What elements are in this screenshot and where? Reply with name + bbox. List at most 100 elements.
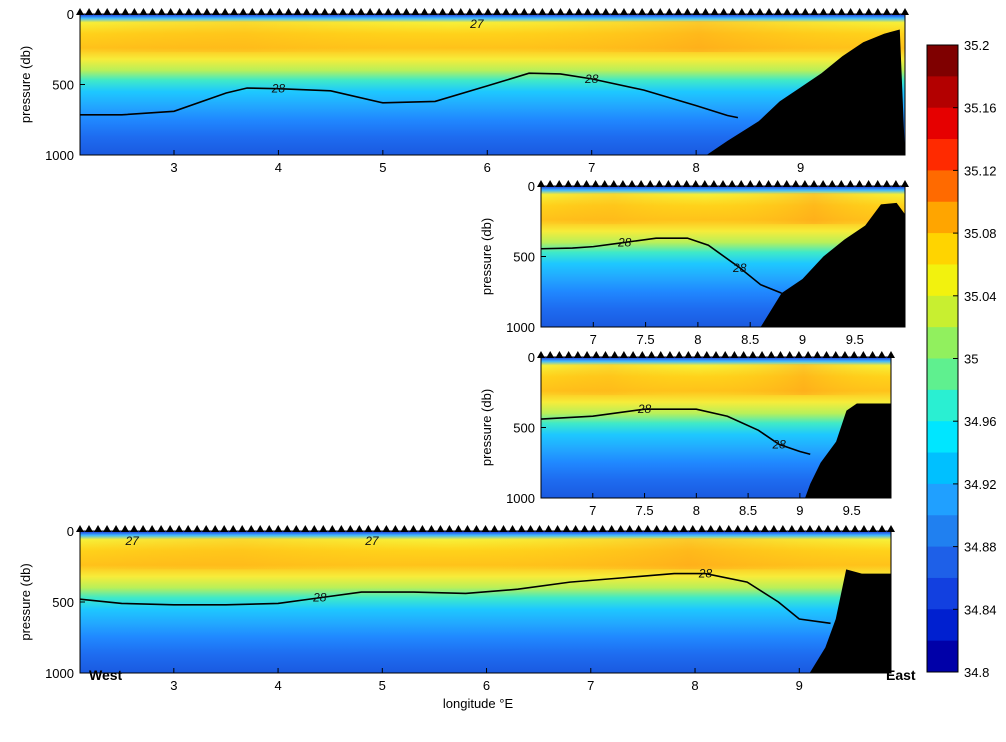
colorbar-tick-label: 34.92 bbox=[964, 477, 997, 492]
station-marker bbox=[675, 351, 684, 358]
section-panel-middle-b: 28 28 7 7.5 8 8.5 9 9.5 0 500 1000 pressure (db) bbox=[479, 350, 895, 518]
station-marker bbox=[329, 8, 338, 15]
station-marker bbox=[418, 525, 427, 532]
y-tick-label: 0 bbox=[528, 350, 535, 365]
station-marker bbox=[674, 8, 683, 15]
station-marker bbox=[328, 525, 337, 532]
y-tick-label: 500 bbox=[52, 78, 74, 93]
station-marker bbox=[202, 8, 211, 15]
station-marker bbox=[647, 8, 656, 15]
bathymetry bbox=[809, 569, 891, 673]
colorbar-tick-label: 35.04 bbox=[964, 289, 997, 304]
salinity-maximum-band bbox=[80, 538, 891, 570]
station-marker bbox=[794, 351, 803, 358]
station-marker bbox=[580, 525, 589, 532]
x-tick-label: 7.5 bbox=[636, 503, 654, 518]
y-tick-label: 1000 bbox=[45, 666, 74, 681]
station-marker bbox=[746, 8, 755, 15]
y-axis-label: pressure (db) bbox=[479, 389, 494, 466]
station-marker bbox=[148, 525, 157, 532]
station-marker bbox=[887, 351, 895, 358]
station-marker bbox=[211, 8, 220, 15]
station-marker bbox=[702, 351, 711, 358]
contour-28-line bbox=[80, 72, 739, 119]
station-marker bbox=[760, 525, 769, 532]
station-marker bbox=[574, 8, 583, 15]
station-marker bbox=[265, 525, 274, 532]
y-tick-label: 1000 bbox=[506, 491, 535, 506]
station-marker bbox=[247, 525, 256, 532]
station-marker bbox=[850, 525, 859, 532]
x-tick-label: 8 bbox=[693, 160, 700, 175]
station-marker bbox=[76, 525, 84, 532]
station-marker bbox=[546, 351, 555, 358]
station-marker bbox=[364, 525, 373, 532]
station-marker bbox=[785, 351, 794, 358]
station-marker bbox=[891, 8, 900, 15]
station-marker bbox=[688, 525, 697, 532]
colorbar-segment bbox=[927, 389, 958, 422]
station-marker bbox=[783, 8, 792, 15]
station-marker bbox=[301, 525, 310, 532]
colorbar-tick-label: 35.08 bbox=[964, 226, 997, 241]
station-marker bbox=[616, 525, 625, 532]
x-tick-label: 9.5 bbox=[843, 503, 861, 518]
station-marker bbox=[447, 8, 456, 15]
station-marker bbox=[555, 180, 564, 187]
station-marker bbox=[121, 525, 130, 532]
x-tick-label: 7 bbox=[590, 332, 597, 347]
station-marker bbox=[700, 180, 709, 187]
station-marker bbox=[520, 8, 529, 15]
station-marker bbox=[661, 525, 670, 532]
station-marker bbox=[283, 525, 292, 532]
colorbar: 35.2 35.16 35.12 35.08 35.04 35 34.96 34.92 34.8… bbox=[926, 38, 997, 680]
station-marker bbox=[139, 8, 148, 15]
station-marker bbox=[347, 8, 356, 15]
station-marker bbox=[592, 8, 601, 15]
colorbar-segment bbox=[927, 170, 958, 203]
station-marker bbox=[778, 525, 787, 532]
station-marker bbox=[547, 8, 556, 15]
station-marker bbox=[877, 351, 886, 358]
station-marker bbox=[526, 525, 535, 532]
station-marker bbox=[175, 8, 184, 15]
x-tick-label: 5 bbox=[379, 678, 386, 693]
station-marker bbox=[391, 525, 400, 532]
colorbar-segment bbox=[927, 201, 958, 234]
station-marker bbox=[774, 8, 783, 15]
bathymetry bbox=[805, 403, 891, 498]
station-marker bbox=[589, 525, 598, 532]
station-marker bbox=[655, 180, 664, 187]
y-axis-label: pressure (db) bbox=[18, 563, 33, 640]
station-marker bbox=[310, 525, 319, 532]
station-marker bbox=[828, 180, 837, 187]
y-tick-label: 0 bbox=[528, 179, 535, 194]
station-marker bbox=[537, 180, 545, 187]
station-marker bbox=[748, 351, 757, 358]
station-marker bbox=[629, 8, 638, 15]
station-marker bbox=[538, 8, 547, 15]
station-marker bbox=[338, 8, 347, 15]
station-marker bbox=[619, 8, 628, 15]
station-marker bbox=[652, 525, 661, 532]
station-marker bbox=[634, 525, 643, 532]
station-marker bbox=[628, 180, 636, 187]
station-marker bbox=[256, 525, 265, 532]
station-marker bbox=[719, 180, 727, 187]
station-marker bbox=[382, 525, 391, 532]
station-marker bbox=[94, 8, 103, 15]
station-marker bbox=[248, 8, 257, 15]
station-marker bbox=[715, 525, 724, 532]
salinity-maximum-band bbox=[541, 364, 891, 396]
station-marker bbox=[887, 525, 895, 532]
station-marker bbox=[724, 525, 733, 532]
station-marker bbox=[664, 180, 673, 187]
station-marker bbox=[701, 8, 710, 15]
station-marker bbox=[319, 525, 328, 532]
station-marker bbox=[274, 525, 283, 532]
station-marker bbox=[765, 8, 774, 15]
station-marker bbox=[787, 525, 796, 532]
station-marker bbox=[130, 8, 139, 15]
station-marker bbox=[598, 525, 607, 532]
station-marker bbox=[873, 8, 882, 15]
